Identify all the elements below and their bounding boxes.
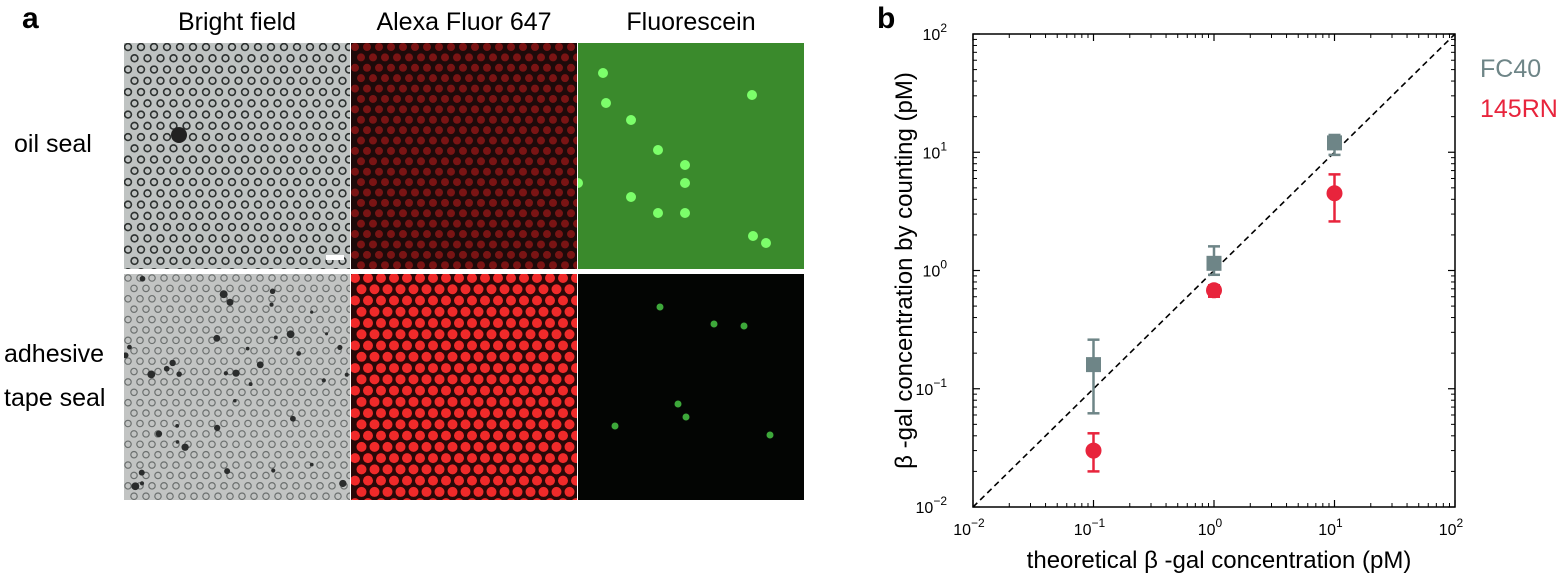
y-tick-label: 101 <box>923 139 948 162</box>
y-tick-label: 102 <box>923 21 948 44</box>
x-axis-label: theoretical β -gal concentration (pM) <box>1027 547 1412 574</box>
image-brightfield-oil-seal <box>124 43 350 269</box>
panel-a-label: a <box>22 2 39 35</box>
x-tick-label: 100 <box>1198 516 1223 539</box>
reference-line-y-equals-x <box>972 33 1456 508</box>
data-point-circle <box>1206 282 1222 299</box>
column-header-alexa-fluor: Alexa Fluor 647 <box>376 8 552 36</box>
image-alexa-oil-seal <box>351 43 577 269</box>
x-tick-label: 102 <box>1439 516 1464 539</box>
data-point-square <box>1086 357 1101 373</box>
image-brightfield-tape-seal <box>124 274 350 500</box>
x-tick-label: 101 <box>1318 516 1343 539</box>
image-alexa-tape-seal <box>351 274 577 500</box>
column-header-fluorescein: Fluorescein <box>626 8 756 36</box>
data-point-circle <box>1085 442 1102 459</box>
data-point-circle <box>1326 185 1343 202</box>
data-point-square <box>1206 255 1222 271</box>
panel-b-label: b <box>877 2 896 35</box>
row-label-oil-seal: oil seal <box>14 130 92 158</box>
image-fluorescein-tape-seal <box>578 274 804 500</box>
data-point-square <box>1327 135 1342 151</box>
y-axis-label: β -gal concentration by counting (pM) <box>891 72 918 469</box>
y-tick-label: 10−2 <box>916 494 948 517</box>
legend-145rn: 145RN <box>1480 95 1558 123</box>
y-tick-label: 100 <box>923 258 948 281</box>
image-fluorescein-oil-seal <box>578 43 804 269</box>
legend-fc40: FC40 <box>1480 55 1542 83</box>
y-tick-label: 10−1 <box>916 376 948 399</box>
x-tick-label: 10−2 <box>953 516 985 539</box>
row-label-adhesive: adhesive <box>4 340 105 368</box>
x-tick-label: 10−1 <box>1074 516 1106 539</box>
column-header-bright-field: Bright field <box>177 8 297 36</box>
row-label-tape-seal: tape seal <box>4 384 106 412</box>
